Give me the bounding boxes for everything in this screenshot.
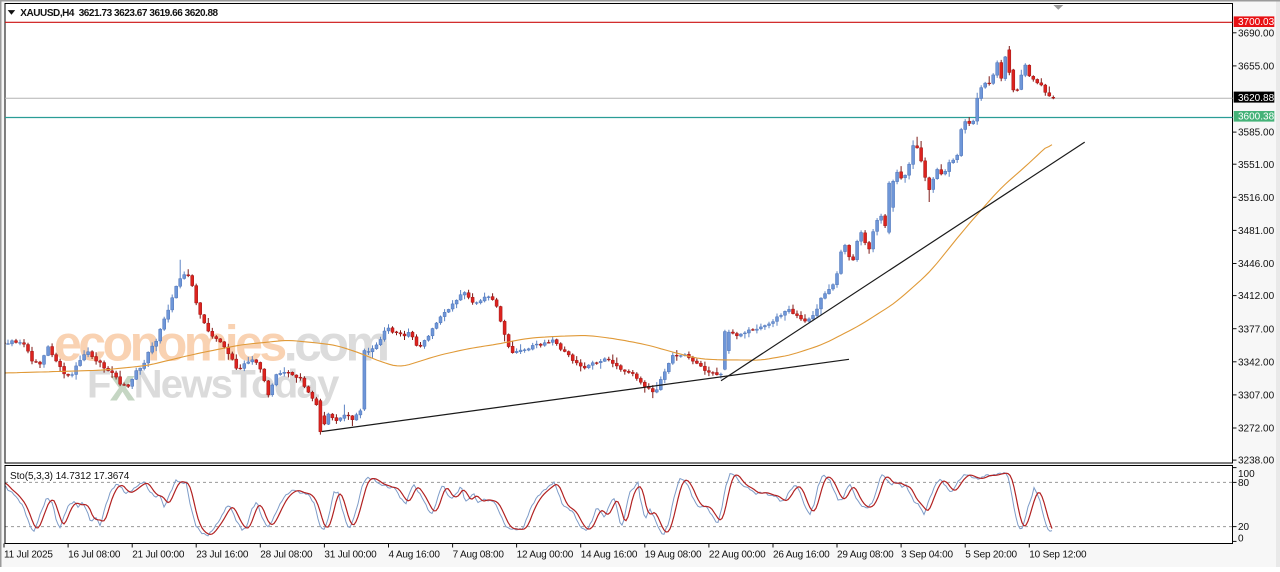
svg-text:XAUUSD,H4 3621.73 3623.67 361: XAUUSD,H4 3621.73 3623.67 3619.66 3620.8… [20,8,218,19]
svg-text:100: 100 [1238,469,1255,480]
svg-text:3700.03: 3700.03 [1238,17,1275,28]
svg-text:31 Jul 00:00: 31 Jul 00:00 [324,550,377,561]
svg-text:19 Aug 08:00: 19 Aug 08:00 [645,550,702,561]
svg-text:26 Aug 16:00: 26 Aug 16:00 [773,550,830,561]
svg-text:5 Sep 20:00: 5 Sep 20:00 [965,550,1017,561]
svg-text:3342.00: 3342.00 [1238,357,1275,368]
svg-text:3600.38: 3600.38 [1238,112,1275,123]
svg-text:3272.00: 3272.00 [1238,424,1275,435]
svg-text:12 Aug 00:00: 12 Aug 00:00 [517,550,574,561]
svg-text:3 Sep 04:00: 3 Sep 04:00 [901,550,953,561]
svg-text:16 Jul 08:00: 16 Jul 08:00 [68,550,121,561]
svg-text:3620.88: 3620.88 [1238,93,1275,104]
svg-text:80: 80 [1238,478,1250,489]
svg-text:3481.00: 3481.00 [1238,226,1275,237]
svg-text:22 Aug 00:00: 22 Aug 00:00 [709,550,766,561]
svg-text:3516.00: 3516.00 [1238,193,1275,204]
svg-text:3446.00: 3446.00 [1238,259,1275,270]
svg-text:20: 20 [1238,522,1250,533]
svg-text:3307.00: 3307.00 [1238,391,1275,402]
svg-text:economies.com: economies.com [54,316,387,372]
svg-text:3551.00: 3551.00 [1238,160,1275,171]
svg-text:Sto(5,3,3) 14.7312 17.3674: Sto(5,3,3) 14.7312 17.3674 [10,471,130,482]
svg-text:10 Sep 12:00: 10 Sep 12:00 [1029,550,1087,561]
svg-text:3585.00: 3585.00 [1238,128,1275,139]
svg-text:0: 0 [1238,534,1244,545]
svg-text:29 Aug 08:00: 29 Aug 08:00 [837,550,894,561]
svg-text:3377.00: 3377.00 [1238,324,1275,335]
svg-text:11 Jul 2025: 11 Jul 2025 [4,550,53,561]
svg-text:4 Aug 16:00: 4 Aug 16:00 [389,550,441,561]
svg-text:3238.00: 3238.00 [1238,456,1275,467]
svg-text:21 Jul 00:00: 21 Jul 00:00 [132,550,185,561]
svg-text:3412.00: 3412.00 [1238,291,1275,302]
svg-text:7 Aug 08:00: 7 Aug 08:00 [453,550,505,561]
svg-text:28 Jul 08:00: 28 Jul 08:00 [260,550,313,561]
svg-text:23 Jul 16:00: 23 Jul 16:00 [196,550,249,561]
svg-text:3655.00: 3655.00 [1238,62,1275,73]
svg-text:14 Aug 16:00: 14 Aug 16:00 [581,550,638,561]
svg-text:3690.00: 3690.00 [1238,28,1275,39]
